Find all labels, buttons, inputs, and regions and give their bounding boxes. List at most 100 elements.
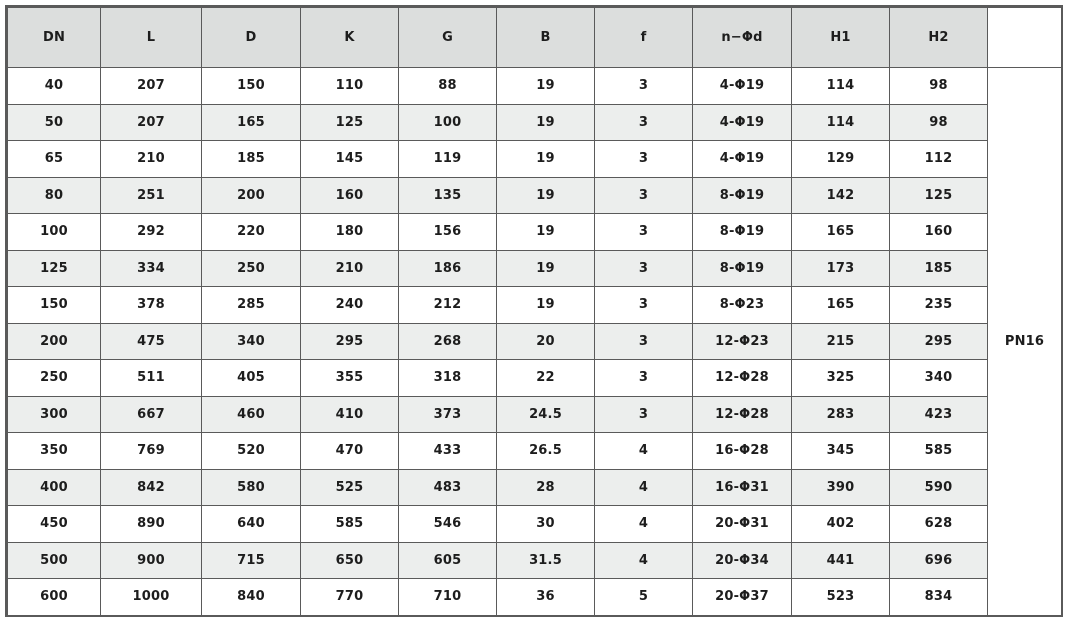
cell-l: 210	[100, 140, 202, 178]
cell-k: 585	[300, 505, 399, 543]
cell-b: 19	[496, 140, 595, 178]
cell-dn: 125	[7, 249, 101, 287]
cell-f: 3	[594, 67, 693, 105]
cell-k: 295	[300, 322, 399, 360]
cell-b: 19	[496, 103, 595, 141]
cell-dn: 200	[7, 322, 101, 360]
cell-n-phi-d: 8-Φ23	[692, 286, 792, 324]
cell-n-phi-d: 8-Φ19	[692, 213, 792, 251]
column-header-d: D	[201, 7, 301, 68]
cell-n-phi-d: 8-Φ19	[692, 176, 792, 214]
cell-l: 334	[100, 249, 202, 287]
table-row: 80 251 200 160 135 19 3 8-Φ19 142 125	[7, 176, 1062, 214]
cell-h2: 125	[889, 176, 988, 214]
cell-f: 5	[594, 578, 693, 616]
cell-l: 511	[100, 359, 202, 397]
cell-b: 30	[496, 505, 595, 543]
cell-g: 605	[398, 541, 497, 579]
cell-f: 3	[594, 249, 693, 287]
table-body: 40 207 150 110 88 19 3 4-Φ19 114 98 PN16 50 207 165 12…	[7, 67, 1062, 616]
cell-k: 650	[300, 541, 399, 579]
cell-h2: 590	[889, 468, 988, 506]
cell-h2: 834	[889, 578, 988, 616]
column-header-k: K	[300, 7, 399, 68]
cell-b: 19	[496, 249, 595, 287]
specification-table-container: DN L D K G B f n−Φd H1 H2 40 207 150 110 88 1…	[5, 5, 1063, 617]
cell-l: 667	[100, 395, 202, 433]
cell-h2: 98	[889, 103, 988, 141]
cell-f: 3	[594, 140, 693, 178]
cell-h1: 114	[791, 67, 890, 105]
cell-g: 710	[398, 578, 497, 616]
table-row: 125 334 250 210 186 19 3 8-Φ19 173 185	[7, 249, 1062, 287]
cell-n-phi-d: 16-Φ28	[692, 432, 792, 470]
cell-d: 460	[201, 395, 301, 433]
cell-h1: 402	[791, 505, 890, 543]
cell-f: 3	[594, 395, 693, 433]
cell-n-phi-d: 12-Φ28	[692, 395, 792, 433]
cell-b: 24.5	[496, 395, 595, 433]
cell-d: 340	[201, 322, 301, 360]
table-row: 65 210 185 145 119 19 3 4-Φ19 129 112	[7, 140, 1062, 178]
cell-h2: 340	[889, 359, 988, 397]
table-row: 40 207 150 110 88 19 3 4-Φ19 114 98 PN16	[7, 67, 1062, 616]
cell-dn: 300	[7, 395, 101, 433]
table-row: 200 475 340 295 268 20 3 12-Φ23 215 295	[7, 322, 1062, 360]
table-row: 50 207 165 125 100 19 3 4-Φ19 114 98	[7, 103, 1062, 141]
cell-h1: 441	[791, 541, 890, 579]
cell-dn: 600	[7, 578, 101, 616]
cell-d: 840	[201, 578, 301, 616]
cell-g: 318	[398, 359, 497, 397]
table-row: 600 1000 840 770 710 36 5 20-Φ37 523 834	[7, 578, 1062, 616]
column-header-b: B	[496, 7, 595, 68]
cell-b: 19	[496, 213, 595, 251]
cell-n-phi-d: 12-Φ23	[692, 322, 792, 360]
cell-k: 355	[300, 359, 399, 397]
cell-d: 405	[201, 359, 301, 397]
cell-dn: 250	[7, 359, 101, 397]
cell-d: 185	[201, 140, 301, 178]
cell-h2: 696	[889, 541, 988, 579]
cell-h2: 235	[889, 286, 988, 324]
cell-b: 36	[496, 578, 595, 616]
cell-f: 3	[594, 103, 693, 141]
cell-dn: 80	[7, 176, 101, 214]
cell-h1: 215	[791, 322, 890, 360]
table-row: 100 292 220 180 156 19 3 8-Φ19 165 160	[7, 213, 1062, 251]
specification-table: DN L D K G B f n−Φd H1 H2 40 207 150 110 88 1…	[7, 7, 1062, 616]
cell-g: 483	[398, 468, 497, 506]
cell-f: 3	[594, 213, 693, 251]
cell-dn: 400	[7, 468, 101, 506]
column-header-n-phi-d: n−Φd	[692, 7, 792, 68]
pressure-rating-header	[987, 7, 1062, 68]
cell-l: 292	[100, 213, 202, 251]
cell-dn: 65	[7, 140, 101, 178]
table-row: 150 378 285 240 212 19 3 8-Φ23 165 235	[7, 286, 1062, 324]
cell-l: 900	[100, 541, 202, 579]
cell-f: 3	[594, 359, 693, 397]
cell-h1: 283	[791, 395, 890, 433]
cell-h1: 390	[791, 468, 890, 506]
cell-dn: 450	[7, 505, 101, 543]
cell-n-phi-d: 20-Φ31	[692, 505, 792, 543]
cell-h2: 585	[889, 432, 988, 470]
cell-k: 210	[300, 249, 399, 287]
cell-k: 160	[300, 176, 399, 214]
cell-h2: 628	[889, 505, 988, 543]
cell-h2: 295	[889, 322, 988, 360]
cell-b: 26.5	[496, 432, 595, 470]
cell-k: 125	[300, 103, 399, 141]
cell-f: 4	[594, 468, 693, 506]
cell-g: 100	[398, 103, 497, 141]
cell-d: 520	[201, 432, 301, 470]
cell-h1: 165	[791, 213, 890, 251]
cell-d: 150	[201, 67, 301, 105]
cell-b: 19	[496, 176, 595, 214]
cell-l: 890	[100, 505, 202, 543]
column-header-l: L	[100, 7, 202, 68]
cell-h1: 325	[791, 359, 890, 397]
cell-d: 715	[201, 541, 301, 579]
table-row: 500 900 715 650 605 31.5 4 20-Φ34 441 696	[7, 541, 1062, 579]
cell-f: 3	[594, 286, 693, 324]
cell-g: 433	[398, 432, 497, 470]
